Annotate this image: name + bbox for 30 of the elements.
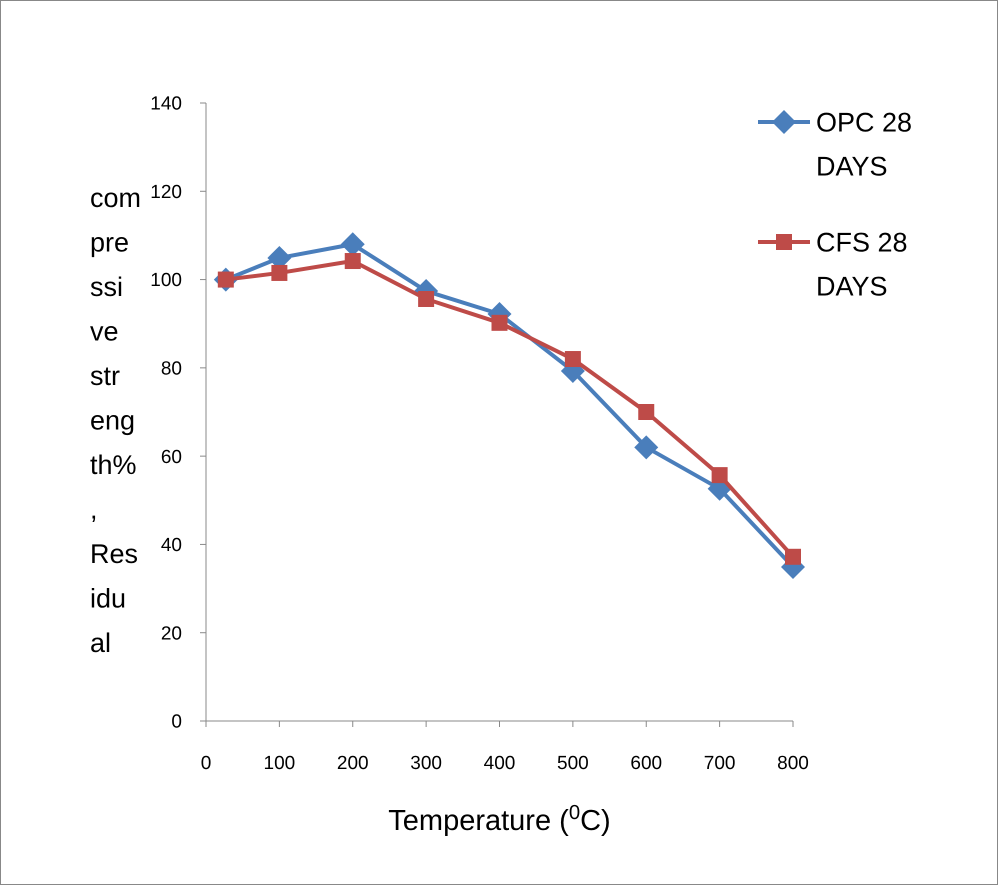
- point: [638, 404, 654, 420]
- point: [564, 351, 581, 368]
- y-tick-label: 60: [160, 446, 182, 468]
- point: [418, 290, 434, 307]
- point: [271, 264, 288, 281]
- x-tick-label: 500: [557, 753, 589, 774]
- point: [634, 435, 658, 460]
- point: [344, 253, 361, 270]
- text: compressive strength%, Residual: [90, 183, 142, 658]
- x-tick-label: 100: [264, 753, 296, 774]
- x-tick-label: 700: [704, 753, 736, 774]
- legend-label: CFS 28 DAYS: [816, 227, 908, 302]
- x-tick-label: 400: [484, 753, 516, 774]
- legend-label: OPC 28 DAYS: [816, 107, 912, 182]
- x-tick-label: 0: [200, 753, 212, 774]
- point: [712, 467, 728, 484]
- y-tick-label: 140: [150, 94, 182, 115]
- x-tick-label: 600: [630, 753, 662, 774]
- y-tick-label: 80: [160, 358, 182, 380]
- point: [492, 314, 508, 331]
- x-tick-label: 300: [410, 753, 442, 774]
- y-tick-label: 100: [150, 270, 182, 292]
- y-tick-label: 40: [160, 535, 182, 556]
- y-tick-label: 0: [171, 712, 182, 733]
- y-tick-label: 20: [160, 623, 182, 644]
- x-tick-label: 200: [336, 753, 369, 774]
- x-tick-label: 800: [777, 753, 809, 774]
- point: [785, 548, 801, 565]
- y-tick-label: 120: [150, 182, 182, 203]
- x-axis-title: Temperature ($^{0}$C): [388, 802, 611, 837]
